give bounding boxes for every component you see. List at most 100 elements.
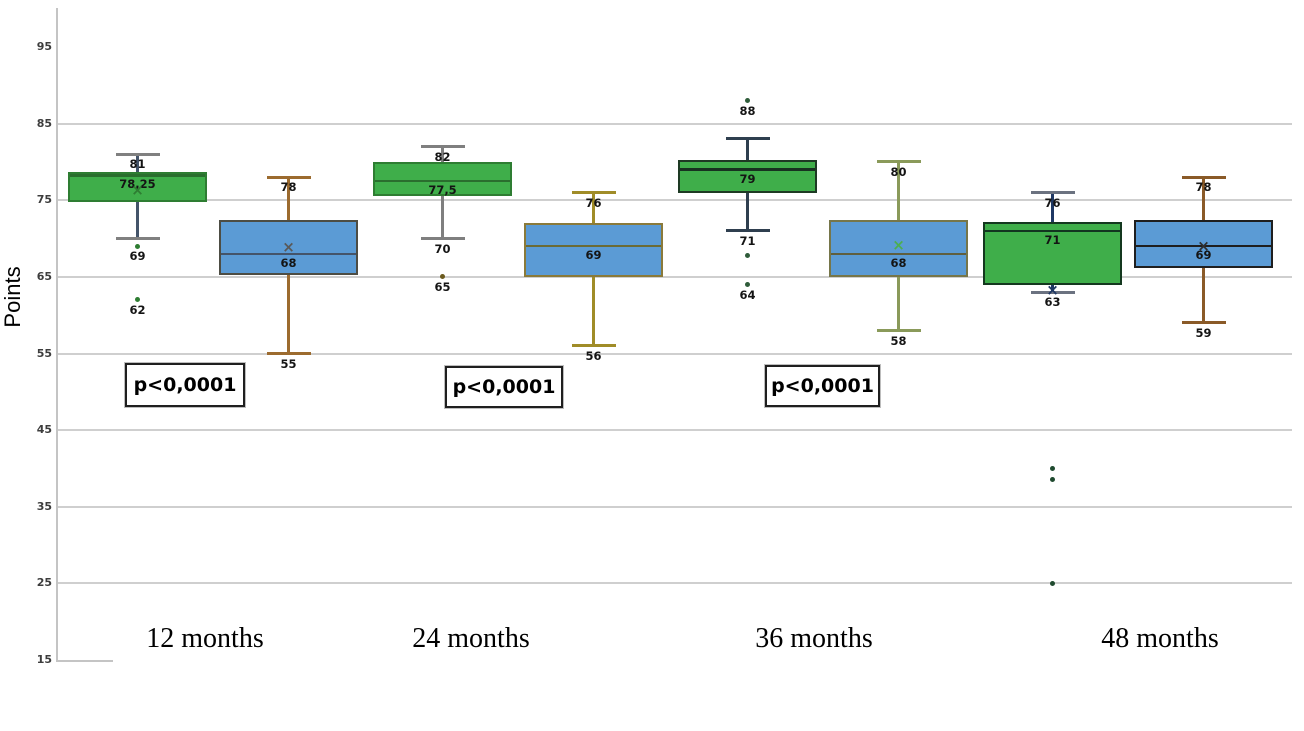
48mo-blue-whisker-upper — [1202, 177, 1205, 221]
12mo-green-whisker-lower — [136, 201, 139, 239]
24mo-green-outlier-label-0: 65 — [434, 279, 451, 294]
24mo-green-cap-low — [420, 237, 465, 241]
x-category-label-24-months: 24 months — [412, 623, 530, 654]
36mo-green-box — [678, 160, 817, 193]
36mo-blue-mean-marker: × — [892, 236, 905, 255]
48mo-blue-box — [1134, 220, 1273, 268]
24mo-green-outlier-dot-0 — [440, 274, 445, 280]
48mo-green-whisker-low-label: 63 — [1044, 295, 1061, 310]
12mo-green-cap-high — [115, 152, 160, 156]
48mo-green-outlier-dot-2 — [1050, 580, 1055, 586]
36mo-blue-cap-low — [876, 329, 921, 332]
12mo-blue-median-line — [221, 252, 356, 256]
gridline-55 — [57, 352, 1292, 355]
24mo-green-median-line — [375, 179, 510, 183]
48mo-blue-whisker-high-label: 78 — [1195, 180, 1212, 195]
gridline-65 — [57, 275, 1292, 278]
48mo-green-whisker-high-label: 76 — [1044, 195, 1061, 210]
12mo-green-whisker-upper — [136, 154, 139, 172]
12mo-green-outlier-label-0: 69 — [129, 249, 146, 264]
x-category-label-48-months: 48 months — [1101, 623, 1219, 654]
p-value-box-24-months: p<0,0001 — [445, 366, 563, 408]
36mo-blue-whisker-low-label: 58 — [890, 333, 907, 348]
12mo-green-outlier-label-1: 62 — [129, 302, 146, 317]
24mo-blue-whisker-upper — [592, 192, 595, 224]
x-axis-stub — [57, 660, 113, 662]
12mo-blue-whisker-upper — [287, 177, 290, 221]
gridline-75 — [57, 199, 1292, 202]
36mo-blue-median-label: 68 — [890, 255, 907, 270]
12mo-green-mean-marker: × — [131, 181, 144, 200]
y-tick-label-55: 55 — [36, 346, 52, 360]
48mo-green-whisker-upper — [1051, 192, 1054, 222]
36mo-blue-whisker-upper — [897, 161, 900, 221]
y-tick-label-65: 65 — [36, 269, 52, 283]
x-category-label-36-months: 36 months — [755, 623, 873, 654]
48mo-green-median-label: 71 — [1044, 232, 1061, 247]
y-tick-label-45: 45 — [36, 423, 52, 437]
12mo-green-outlier-dot-1 — [135, 297, 140, 303]
36mo-green-whisker-lower — [746, 192, 749, 231]
48mo-green-mean-marker: × — [1046, 280, 1059, 299]
y-tick-label-85: 85 — [36, 116, 52, 130]
36mo-green-outlier-dot-2 — [745, 282, 750, 288]
36mo-blue-whisker-high-label: 80 — [890, 164, 907, 179]
24mo-blue-box — [524, 223, 663, 277]
x-category-label-12-months: 12 months — [146, 623, 264, 654]
24mo-green-box — [373, 161, 512, 196]
12mo-green-outlier-dot-0 — [135, 243, 140, 249]
y-axis-title: Points — [0, 266, 25, 328]
48mo-blue-whisker-low-label: 59 — [1195, 325, 1212, 340]
24mo-green-median-label: 77,5 — [428, 183, 457, 198]
12mo-blue-whisker-low-label: 55 — [280, 356, 297, 371]
24mo-blue-median-line — [526, 244, 661, 248]
48mo-blue-mean-marker: × — [1197, 236, 1210, 255]
y-tick-label-35: 35 — [36, 499, 52, 513]
48mo-blue-cap-high — [1181, 175, 1226, 179]
gridline-25 — [57, 582, 1292, 585]
y-tick-label-95: 95 — [36, 40, 52, 53]
24mo-blue-cap-low — [571, 344, 616, 348]
36mo-green-whisker-upper — [746, 138, 749, 161]
12mo-blue-whisker-lower — [287, 275, 290, 354]
48mo-green-outlier-dot-1 — [1050, 477, 1055, 483]
12mo-blue-median-label: 68 — [280, 255, 297, 270]
36mo-green-median-label: 79 — [739, 171, 756, 186]
24mo-green-whisker-upper — [441, 146, 444, 162]
12mo-blue-box — [219, 220, 358, 276]
36mo-green-outlier-label-0: 88 — [739, 103, 756, 118]
24mo-blue-cap-high — [571, 191, 616, 195]
36mo-blue-cap-high — [876, 160, 921, 164]
36mo-blue-whisker-lower — [897, 276, 900, 331]
36mo-green-whisker-low-label: 71 — [739, 233, 756, 248]
24mo-green-cap-high — [420, 145, 465, 149]
12mo-blue-whisker-high-label: 78 — [280, 180, 297, 195]
48mo-green-whisker-lower — [1051, 284, 1054, 293]
48mo-green-outlier-dot-0 — [1050, 465, 1055, 471]
48mo-green-median-line — [985, 229, 1120, 233]
36mo-green-outlier-label-2: 64 — [739, 287, 756, 302]
y-axis-line — [56, 8, 58, 662]
12mo-green-median-line — [70, 174, 205, 177]
48mo-blue-median-line — [1136, 244, 1271, 248]
48mo-green-cap-low — [1030, 290, 1075, 294]
24mo-green-whisker-low-label: 70 — [434, 241, 451, 256]
48mo-green-cap-high — [1030, 191, 1075, 195]
24mo-blue-median-label: 69 — [585, 248, 602, 263]
48mo-green-box — [983, 221, 1122, 285]
36mo-green-outlier-dot-0 — [745, 98, 750, 104]
36mo-green-cap-low — [725, 229, 770, 233]
36mo-blue-median-line — [831, 252, 966, 256]
gridline-35 — [57, 505, 1292, 508]
36mo-green-cap-high — [725, 137, 770, 141]
12mo-green-whisker-high-label: 81 — [129, 157, 146, 172]
24mo-green-whisker-high-label: 82 — [434, 149, 451, 164]
36mo-green-outlier-dot-1 — [745, 252, 750, 258]
12mo-green-median-label: 78,25 — [119, 177, 156, 192]
48mo-blue-cap-low — [1181, 321, 1226, 325]
p-value-box-12-months: p<0,0001 — [125, 363, 245, 407]
y-tick-label-25: 25 — [36, 576, 52, 590]
gridline-85 — [57, 122, 1292, 125]
p-value-box-36-months: p<0,0001 — [765, 365, 880, 407]
